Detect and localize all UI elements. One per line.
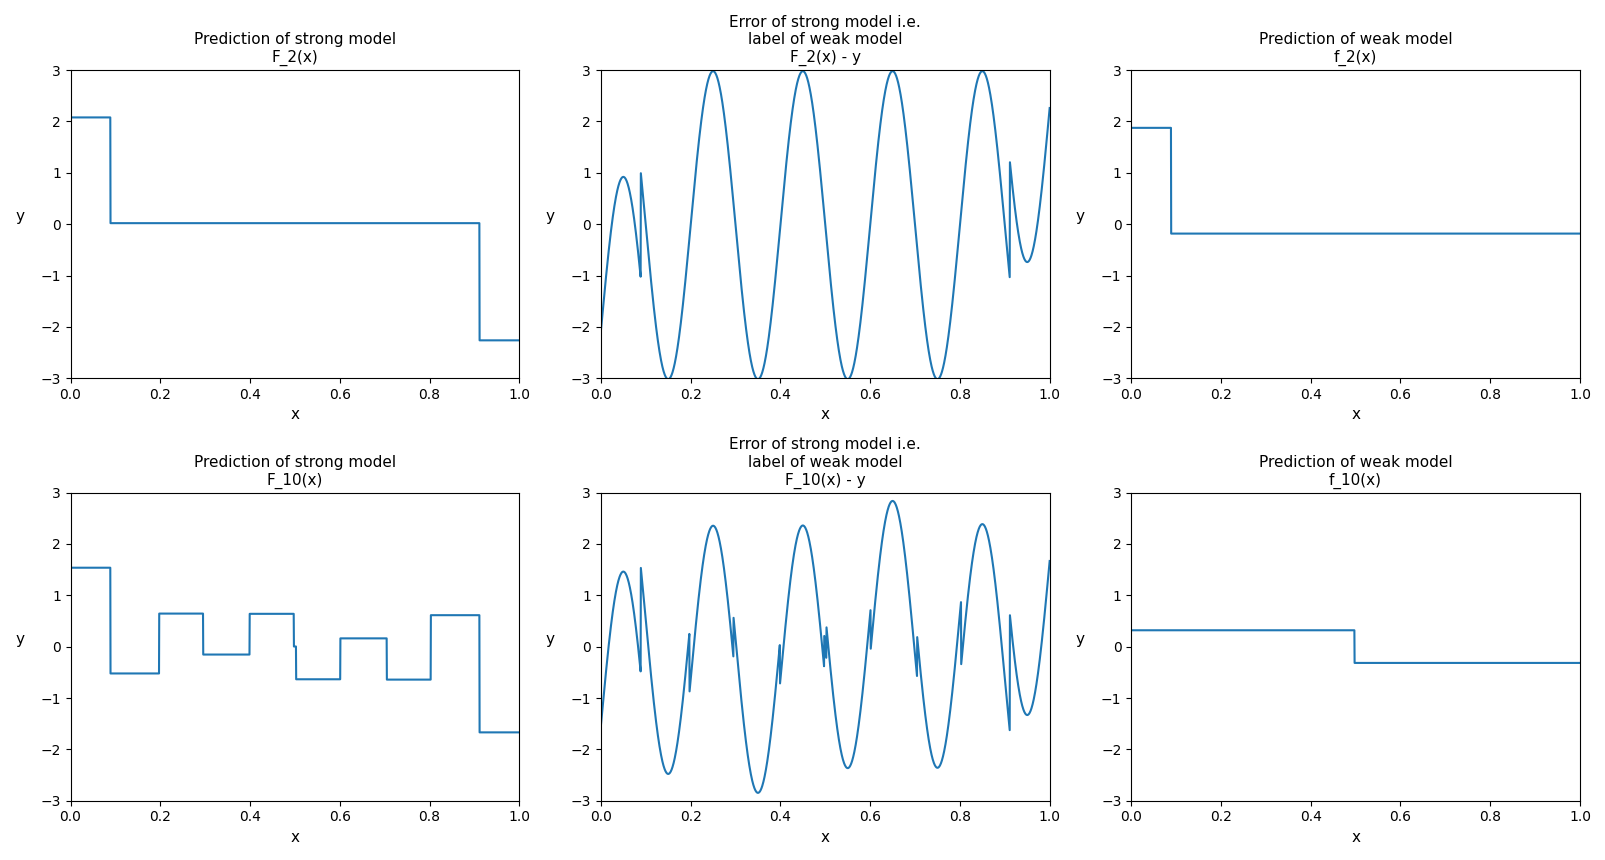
Title: Prediction of strong model
F_10(x): Prediction of strong model F_10(x) (194, 455, 396, 488)
Title: Error of strong model i.e.
label of weak model
F_2(x) - y: Error of strong model i.e. label of weak… (729, 15, 921, 66)
X-axis label: x: x (291, 830, 299, 845)
Title: Error of strong model i.e.
label of weak model
F_10(x) - y: Error of strong model i.e. label of weak… (729, 438, 921, 488)
Y-axis label: y: y (1075, 632, 1083, 647)
Y-axis label: y: y (1075, 209, 1083, 224)
X-axis label: x: x (1350, 408, 1359, 422)
Title: Prediction of weak model
f_10(x): Prediction of weak model f_10(x) (1258, 455, 1451, 488)
X-axis label: x: x (820, 830, 830, 845)
Y-axis label: y: y (546, 632, 554, 647)
X-axis label: x: x (820, 408, 830, 422)
Y-axis label: y: y (546, 209, 554, 224)
Title: Prediction of strong model
F_2(x): Prediction of strong model F_2(x) (194, 33, 396, 66)
Y-axis label: y: y (14, 209, 24, 224)
X-axis label: x: x (1350, 830, 1359, 845)
Title: Prediction of weak model
f_2(x): Prediction of weak model f_2(x) (1258, 33, 1451, 66)
Y-axis label: y: y (14, 632, 24, 647)
X-axis label: x: x (291, 408, 299, 422)
